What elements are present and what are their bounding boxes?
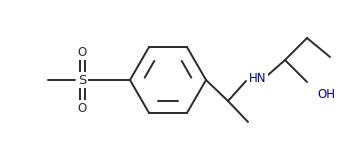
Text: HN: HN <box>249 71 267 84</box>
Text: OH: OH <box>317 89 335 102</box>
Text: O: O <box>78 102 87 115</box>
Text: O: O <box>78 46 87 58</box>
Text: S: S <box>78 73 86 86</box>
